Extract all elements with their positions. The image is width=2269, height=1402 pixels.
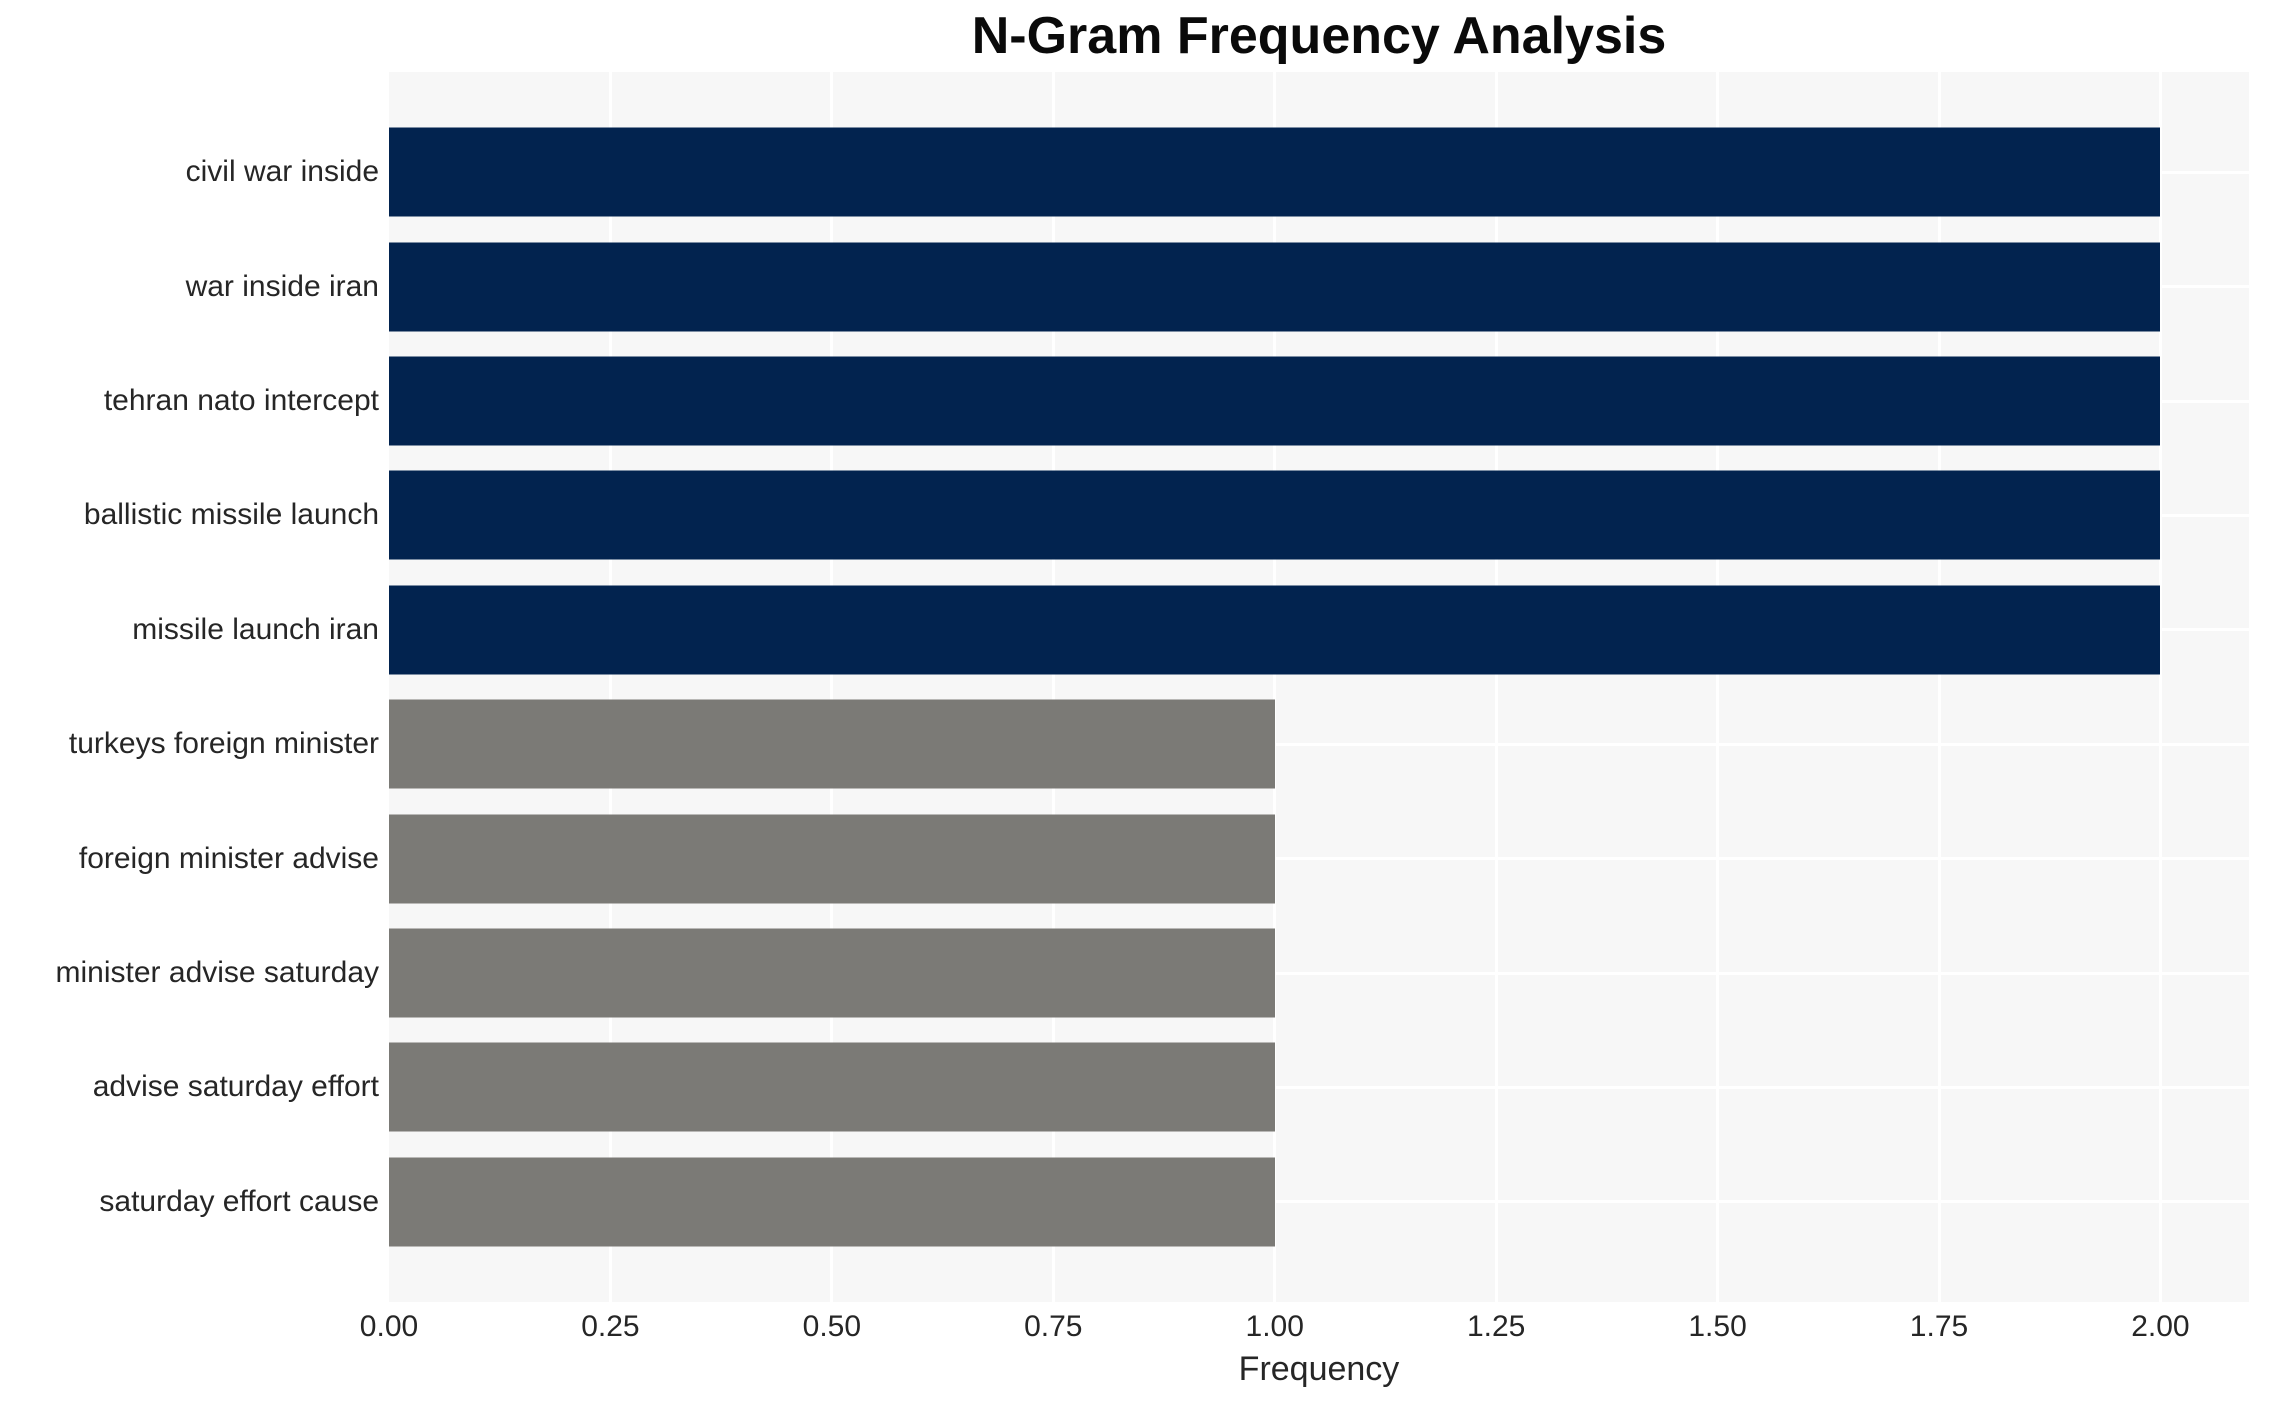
gridline-h (389, 742, 2249, 746)
x-tick-label: 0.50 (802, 1310, 862, 1343)
bar (389, 585, 2161, 675)
y-tick-row: tehran nato intercept (0, 344, 379, 458)
bar (389, 127, 2161, 217)
x-tick-label: 1.50 (1688, 1310, 1747, 1343)
gridline-v (830, 72, 834, 1302)
bar-row (389, 115, 2249, 229)
bar-row (389, 458, 2249, 572)
y-tick-label: saturday effort cause (99, 1184, 379, 1218)
vertical-gridlines (389, 72, 2249, 1302)
x-tick-label: 1.25 (1466, 1310, 1526, 1343)
gridline-h (389, 1085, 2249, 1089)
x-tick-label: 1.00 (1245, 1310, 1304, 1343)
bar-row (389, 1145, 2249, 1259)
bar-row (389, 801, 2249, 915)
plot-area (389, 72, 2249, 1302)
y-tick-label: advise saturday effort (92, 1070, 379, 1104)
bar-row (389, 573, 2249, 687)
bar-row (389, 344, 2249, 458)
gridline-v (1494, 72, 1498, 1302)
bar-row (389, 687, 2249, 801)
bar-row (389, 1030, 2249, 1144)
x-tick-label: 1.75 (1909, 1310, 1969, 1343)
bar-row (389, 916, 2249, 1030)
y-tick-row: turkeys foreign minister (0, 687, 379, 801)
gridline-h (389, 1200, 2249, 1204)
bar (389, 1157, 1275, 1247)
gridline-h (389, 971, 2249, 975)
bar (389, 814, 1275, 904)
gridline-v (2158, 72, 2162, 1302)
gridline-v (1273, 72, 1277, 1302)
bar-row (389, 229, 2249, 343)
y-tick-label: civil war inside (185, 155, 379, 189)
x-tick-label: 0.75 (1024, 1310, 1083, 1343)
bar (389, 242, 2161, 332)
y-tick-label: turkeys foreign minister (68, 727, 379, 761)
y-tick-row: advise saturday effort (0, 1030, 379, 1144)
y-axis-labels: civil war inside war inside iran tehran na… (0, 72, 379, 1302)
gridline-v (1716, 72, 1720, 1302)
gridline-h (389, 857, 2249, 861)
y-tick-row: foreign minister advise (0, 801, 379, 915)
bar (389, 356, 2161, 446)
x-axis-ticks: 0.00 0.25 0.50 0.75 1.00 1.25 1.50 1.75 2.00 (360, 1310, 2249, 1348)
bar (389, 470, 2161, 560)
x-tick-label: 2.00 (2131, 1310, 2190, 1343)
y-tick-label: ballistic missile launch (83, 498, 379, 532)
bar (389, 699, 1275, 789)
y-tick-label: war inside iran (185, 269, 379, 303)
chart-title: N-Gram Frequency Analysis (971, 7, 1667, 65)
y-tick-row: civil war inside (0, 115, 379, 229)
gridline-v (608, 72, 612, 1302)
bar (389, 928, 1275, 1018)
y-tick-label: missile launch iran (132, 612, 379, 646)
y-tick-row: minister advise saturday (0, 916, 379, 1030)
x-tick-label: 0.25 (581, 1310, 640, 1343)
y-tick-label: tehran nato intercept (103, 384, 379, 418)
y-tick-row: ballistic missile launch (0, 458, 379, 572)
x-tick-label: 0.00 (359, 1310, 419, 1343)
y-tick-label: minister advise saturday (55, 956, 379, 990)
y-tick-row: missile launch iran (0, 573, 379, 687)
bar-rows (389, 72, 2249, 1302)
x-axis-title: Frequency (1238, 1350, 1400, 1388)
y-tick-label: foreign minister advise (78, 841, 379, 875)
gridline-v (1937, 72, 1941, 1302)
bar (389, 1042, 1275, 1132)
gridline-v (1051, 72, 1055, 1302)
y-tick-row: saturday effort cause (0, 1145, 379, 1259)
y-tick-row: war inside iran (0, 229, 379, 343)
